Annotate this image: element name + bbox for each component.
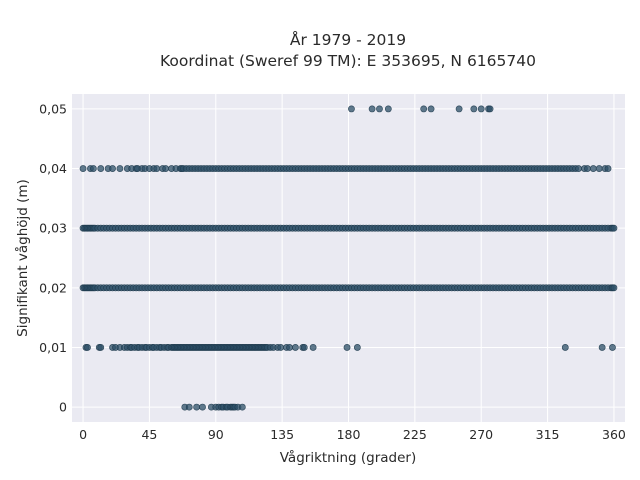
data-point xyxy=(583,165,591,172)
data-point xyxy=(153,165,161,172)
data-point xyxy=(277,344,285,351)
data-point xyxy=(384,105,392,113)
data-point xyxy=(420,105,428,113)
data-point xyxy=(353,344,361,351)
data-point xyxy=(89,165,97,172)
data-point xyxy=(376,105,383,113)
data-point xyxy=(486,105,494,113)
y-tick-label: 0,01 xyxy=(39,340,67,355)
data-point xyxy=(610,284,618,292)
x-tick-label: 315 xyxy=(536,427,560,442)
data-point xyxy=(116,165,124,172)
x-tick-label: 180 xyxy=(337,427,361,442)
data-point xyxy=(97,165,105,172)
data-point xyxy=(84,344,91,351)
data-point xyxy=(610,224,618,232)
chart-title-line-2: Koordinat (Sweref 99 TM): E 353695, N 61… xyxy=(160,52,536,70)
x-tick-label: 135 xyxy=(270,427,294,442)
y-tick-label: 0 xyxy=(59,400,67,415)
data-point xyxy=(185,403,193,411)
data-point xyxy=(455,105,463,113)
y-tick-label: 0,05 xyxy=(39,101,67,116)
data-point xyxy=(427,105,435,113)
data-point xyxy=(79,165,87,172)
data-point xyxy=(97,344,105,351)
data-point xyxy=(609,344,616,351)
data-point xyxy=(300,344,308,351)
data-point xyxy=(589,165,597,172)
data-point xyxy=(193,403,201,411)
data-point xyxy=(368,105,376,113)
x-tick-label: 270 xyxy=(469,427,493,442)
y-axis-label: Signifikant våghöjd (m) xyxy=(14,179,31,337)
data-point xyxy=(604,165,612,172)
x-tick-label: 0 xyxy=(79,427,87,442)
data-points xyxy=(79,105,618,411)
x-tick-label: 90 xyxy=(208,427,224,442)
data-point xyxy=(162,165,170,172)
data-point xyxy=(561,344,569,351)
data-point xyxy=(238,403,246,411)
data-point xyxy=(595,165,603,172)
x-tick-label: 360 xyxy=(602,427,626,442)
x-axis-label: Vågriktning (grader) xyxy=(280,449,417,466)
chart-title-line-1: År 1979 - 2019 xyxy=(290,30,406,49)
data-point xyxy=(575,165,582,172)
data-point xyxy=(348,105,355,113)
data-point xyxy=(477,105,485,113)
data-point xyxy=(286,344,293,351)
y-tick-label: 0,04 xyxy=(39,161,67,176)
y-tick-labels: 0 0,01 0,02 0,03 0,04 0,05 xyxy=(39,101,67,414)
data-point xyxy=(343,344,351,351)
data-point xyxy=(598,344,606,351)
data-point xyxy=(470,105,478,113)
x-tick-label: 225 xyxy=(403,427,427,442)
x-tick-label: 45 xyxy=(141,427,157,442)
y-tick-label: 0,02 xyxy=(39,280,67,295)
data-point xyxy=(309,344,317,351)
y-tick-label: 0,03 xyxy=(39,221,67,236)
x-tick-labels: 0 45 90 135 180 225 270 315 360 xyxy=(79,427,626,442)
data-point xyxy=(292,344,299,351)
data-point xyxy=(109,165,116,172)
data-point xyxy=(199,403,206,411)
